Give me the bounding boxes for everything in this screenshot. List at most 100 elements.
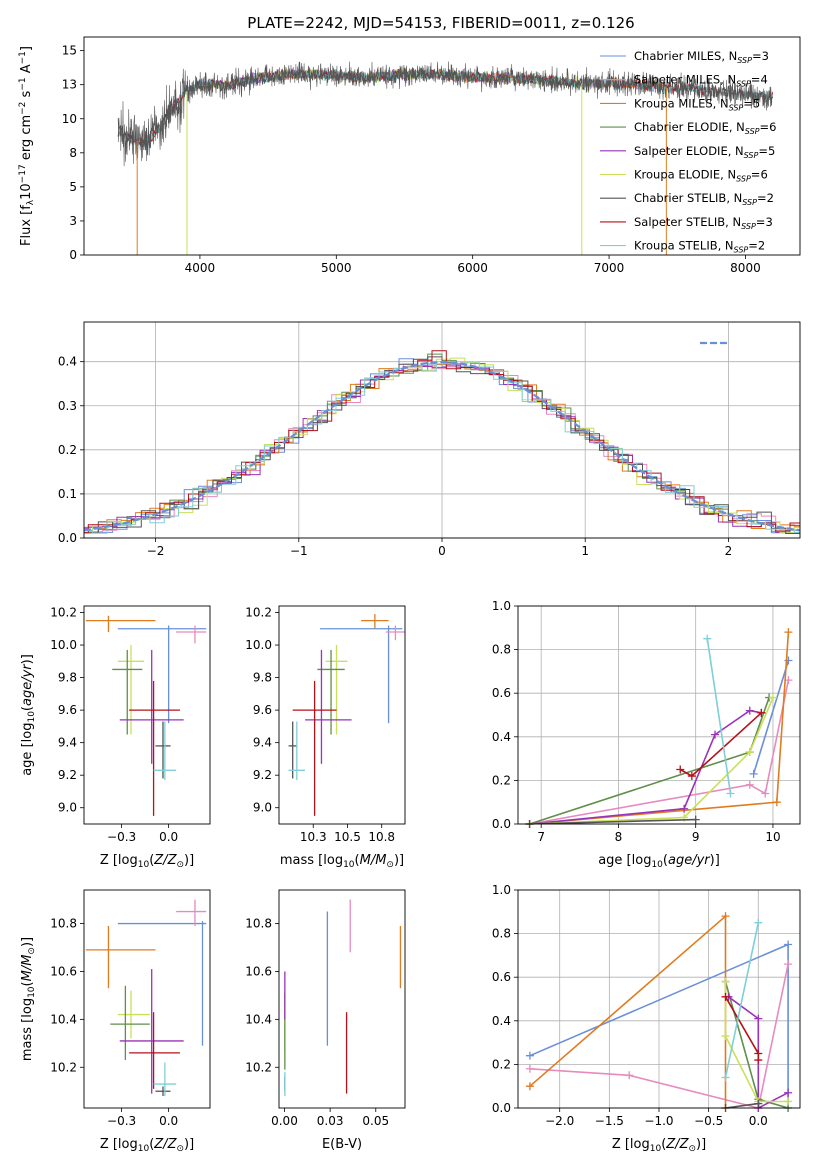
x-tick-label: −1 xyxy=(290,544,308,558)
legend-n: 3 xyxy=(765,215,772,229)
x-tick-label: 2 xyxy=(725,544,733,558)
legend-entry: Salpeter MILES, NSSP=4 xyxy=(634,73,768,89)
y-label-text: mass [log xyxy=(20,998,35,1061)
label-part: )] xyxy=(20,654,35,664)
legend-name: Kroupa STELIB xyxy=(634,239,718,253)
x-tick-label: 7 xyxy=(537,830,545,844)
label-part: ⊙ xyxy=(27,947,37,955)
label-part: = xyxy=(743,96,753,110)
label-part: SSP xyxy=(745,127,760,136)
y-tick-label: 9.8 xyxy=(58,671,77,685)
label-part: SSP xyxy=(734,246,749,255)
x-tick-label: 10 xyxy=(765,830,780,844)
weight-point-marker xyxy=(784,1097,793,1106)
label-part: )] xyxy=(394,853,404,868)
y-tick-label: 0.2 xyxy=(58,443,77,457)
y-tick-label: 0.4 xyxy=(492,1014,511,1028)
y-tick-label: 0.3 xyxy=(58,399,77,413)
y-axis-label: age [log10(age/yr)] xyxy=(20,654,37,776)
label-part: 10 xyxy=(138,1144,150,1154)
x-tick-label: 1 xyxy=(581,544,589,558)
label-part: λ xyxy=(26,199,36,205)
x-tick-label: 8 xyxy=(615,830,623,844)
axes-frame xyxy=(83,36,801,256)
legend-name: Chabrier STELIB xyxy=(634,191,726,205)
label-part: , N xyxy=(720,168,736,182)
label-part: M/M xyxy=(360,853,387,868)
legend-name: Salpeter MILES xyxy=(634,73,720,87)
residual-histogram xyxy=(84,356,800,534)
label-part: Z/Z xyxy=(665,1137,689,1152)
y-tick-label: 9.2 xyxy=(58,768,77,782)
y-tick-label: 0.8 xyxy=(492,643,511,657)
x-tick-label: 0.03 xyxy=(317,1114,344,1128)
y-tick-label: 0.0 xyxy=(492,817,511,831)
label-part: = xyxy=(760,120,770,134)
y-tick-label: 8 xyxy=(69,146,77,160)
x-axis-label: age [log10(age/yr)] xyxy=(598,853,720,870)
y-tick-label: 10.0 xyxy=(245,638,272,652)
legend-entry: Salpeter STELIB, NSSP=3 xyxy=(634,215,773,231)
weight-series-line xyxy=(529,963,789,1108)
weight-point-marker xyxy=(745,780,754,789)
y-tick-label: 0.6 xyxy=(492,686,511,700)
weight-point-marker xyxy=(754,1099,763,1108)
legend-n: 4 xyxy=(760,73,767,87)
weight-vs-metallicity-panel: −2.0 −1.5 −1.0 −0.5 0.0 0.0 0.2 0.4 0.6 0.8 1.0 Z [… xyxy=(492,883,801,1154)
weight-series-line xyxy=(529,818,696,824)
y-tick-label: 10.6 xyxy=(50,964,77,978)
x-tick-label: 0.0 xyxy=(159,1114,178,1128)
legend-n: 2 xyxy=(758,239,765,253)
legend-n: 6 xyxy=(760,168,767,182)
label-part: = xyxy=(751,73,761,87)
y-tick-label: 10.2 xyxy=(50,1060,77,1074)
weight-series-line xyxy=(529,697,774,824)
label-part: SSP xyxy=(744,151,759,160)
weight-point-marker xyxy=(721,1073,730,1082)
legend-n: 6 xyxy=(769,120,776,134)
label-part: ] xyxy=(19,46,34,51)
y-tick-label: 10.2 xyxy=(50,606,77,620)
label-part: 10 xyxy=(19,183,34,200)
legend-entry: Salpeter ELODIE, NSSP=5 xyxy=(634,144,775,160)
weight-point-marker xyxy=(745,706,754,715)
y-tick-label: 10.4 xyxy=(50,1012,77,1026)
weight-point-marker xyxy=(687,772,696,781)
weight-point-marker xyxy=(749,769,758,778)
x-label-text: age [log xyxy=(598,853,651,868)
label-part: SSP xyxy=(736,175,751,184)
y-tick-label: 10.8 xyxy=(245,917,272,931)
label-part: = xyxy=(756,215,766,229)
y-tick-label: 10.2 xyxy=(245,1060,272,1074)
label-part: , N xyxy=(726,191,742,205)
x-tick-label: 6000 xyxy=(457,261,488,275)
label-part: age/yr xyxy=(668,853,711,868)
weight-series-line xyxy=(529,632,790,824)
legend-entry: Kroupa MILES, NSSP=5 xyxy=(634,96,760,112)
weight-point-marker xyxy=(525,1051,534,1060)
legend-n: 2 xyxy=(767,191,774,205)
x-tick-label: −0.3 xyxy=(107,830,136,844)
label-part: , N xyxy=(729,120,745,134)
x-label-text: Z [log xyxy=(100,1137,138,1152)
label-part: )] xyxy=(184,1137,194,1152)
label-part: ⊙ xyxy=(688,1144,696,1154)
x-tick-label: 10.8 xyxy=(368,830,395,844)
y-tick-label: 9.4 xyxy=(253,736,272,750)
weight-point-marker xyxy=(676,765,685,774)
x-label-text: Z [log xyxy=(612,1137,650,1152)
weight-point-marker xyxy=(757,708,766,717)
x-tick-label: −2.0 xyxy=(545,1114,574,1128)
legend-name: Salpeter STELIB xyxy=(634,215,725,229)
data-spectrum-line xyxy=(117,61,773,167)
age-vs-mass-panel: 10.3 10.5 10.8 9.0 9.2 9.4 9.6 9.8 10.0 10.2 mass … xyxy=(245,606,406,870)
x-tick-label: 10.3 xyxy=(300,830,327,844)
x-tick-label: 4000 xyxy=(185,261,216,275)
residuals-panel: −2 −1 0 1 2 0.0 0.1 0.2 0.3 0.4 xyxy=(58,321,801,558)
weight-series-line xyxy=(529,697,770,824)
label-part: Flux [f xyxy=(19,205,34,246)
x-tick-label: −1.5 xyxy=(595,1114,624,1128)
label-part: −1 xyxy=(18,77,28,90)
legend-entry: Kroupa ELODIE, NSSP=6 xyxy=(634,168,768,184)
weight-point-marker xyxy=(772,798,781,807)
